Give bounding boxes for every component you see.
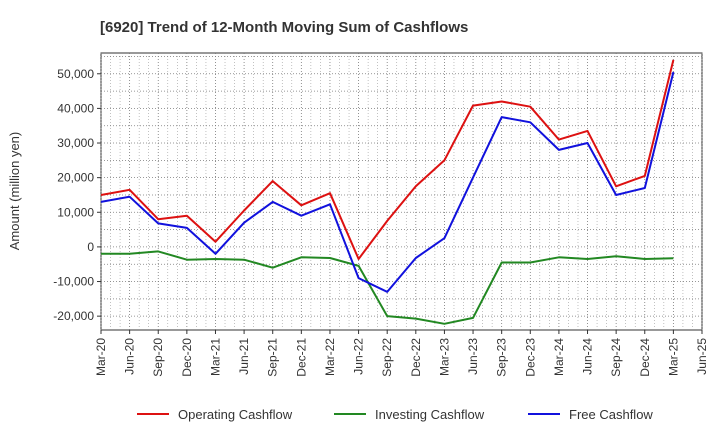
x-tick-label: Mar-20 [94, 338, 108, 376]
y-tick-label: -10,000 [53, 275, 94, 289]
legend-label-free-cashflow: Free Cashflow [569, 407, 653, 422]
x-tick-label: Dec-21 [294, 338, 308, 377]
x-tick-label: Dec-23 [523, 338, 537, 377]
x-tick-label: Mar-21 [208, 338, 222, 376]
legend: Operating Cashflow Investing Cashflow Free… [137, 407, 653, 422]
y-tick-label: 0 [87, 240, 94, 254]
y-tick-label: 50,000 [57, 67, 94, 81]
x-tick-label: Jun-22 [352, 338, 366, 375]
x-tick-label: Sep-23 [495, 338, 509, 377]
grid [100, 53, 703, 330]
y-tick-label: 10,000 [57, 205, 94, 219]
x-tick-label: Jun-21 [237, 338, 251, 375]
x-tick-label: Sep-22 [380, 338, 394, 377]
legend-label-investing-cashflow: Investing Cashflow [375, 407, 485, 422]
plot-area [100, 52, 703, 331]
y-axis-label: Amount (million yen) [7, 132, 22, 251]
x-tick-label: Dec-20 [180, 338, 194, 377]
x-tick-label: Jun-24 [581, 338, 595, 375]
x-tick-label: Jun-25 [695, 338, 709, 375]
plot-frame [100, 52, 703, 331]
x-tick-label: Mar-22 [323, 338, 337, 376]
x-tick-label: Mar-23 [437, 338, 451, 376]
series-line-operating-cashflow [100, 59, 675, 260]
x-tick-label: Dec-24 [638, 338, 652, 377]
x-tick-label: Mar-25 [666, 338, 680, 376]
y-axis: -20,000 -10,000 0 10,000 20,000 30,000 40,000 5… [53, 67, 101, 323]
x-tick-label: Dec-22 [409, 338, 423, 377]
y-tick-label: 20,000 [57, 171, 94, 185]
x-tick-label: Sep-20 [151, 338, 165, 377]
y-tick-label: 40,000 [57, 101, 94, 115]
y-tick-label: 30,000 [57, 136, 94, 150]
x-tick-label: Mar-24 [552, 338, 566, 376]
x-tick-label: Sep-24 [609, 338, 623, 377]
x-axis: Mar-20 Jun-20 Sep-20 Dec-20 Mar-21 Jun-21 Sep-… [94, 330, 709, 377]
x-tick-label: Sep-21 [266, 338, 280, 377]
series-line-investing-cashflow [101, 250, 674, 325]
chart-title: [6920] Trend of 12-Month Moving Sum of C… [100, 19, 468, 36]
x-tick-label: Jun-23 [466, 338, 480, 375]
series-group [100, 59, 675, 325]
series-line-free-cashflow [100, 71, 675, 293]
x-tick-label: Jun-20 [123, 338, 137, 375]
legend-label-operating-cashflow: Operating Cashflow [178, 407, 293, 422]
y-tick-label: -20,000 [53, 309, 94, 323]
